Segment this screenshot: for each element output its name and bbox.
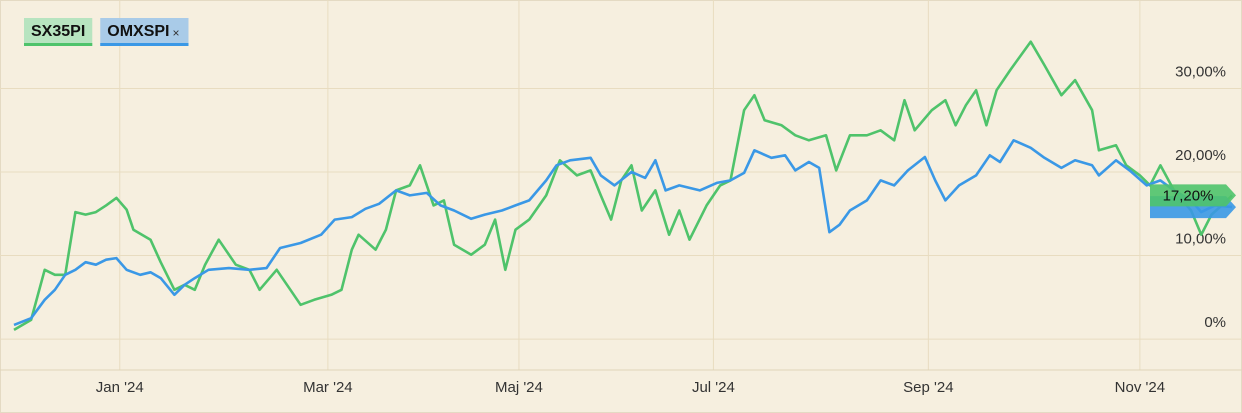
end-label: 17,20%: [1163, 187, 1214, 204]
legend-label: SX35PI: [31, 23, 85, 40]
x-tick-label: Mar '24: [303, 379, 353, 396]
x-tick-label: Jul '24: [692, 379, 735, 396]
x-tick-label: Nov '24: [1115, 379, 1165, 396]
y-tick-label: 20,00%: [1175, 147, 1226, 164]
end-flag: [1150, 184, 1236, 207]
y-tick-label: 10,00%: [1175, 231, 1226, 248]
series-line: [13, 40, 1233, 332]
y-tick-label: 30,00%: [1175, 63, 1226, 80]
legend-underline: [24, 43, 93, 46]
legend-item[interactable]: OMXSPI ×: [100, 18, 189, 46]
legend-label: OMXSPI: [107, 23, 169, 40]
series-line: [13, 139, 1233, 327]
x-tick-label: Sep '24: [903, 379, 953, 396]
legend-swatch: [24, 18, 93, 46]
legend-swatch: [100, 18, 189, 46]
x-tick-label: Jan '24: [96, 379, 144, 396]
legend-underline: [100, 43, 189, 46]
legend-close[interactable]: ×: [173, 26, 180, 40]
y-tick-label: 0%: [1204, 314, 1226, 331]
x-tick-label: Maj '24: [495, 379, 543, 396]
legend-item[interactable]: SX35PI: [24, 18, 93, 46]
